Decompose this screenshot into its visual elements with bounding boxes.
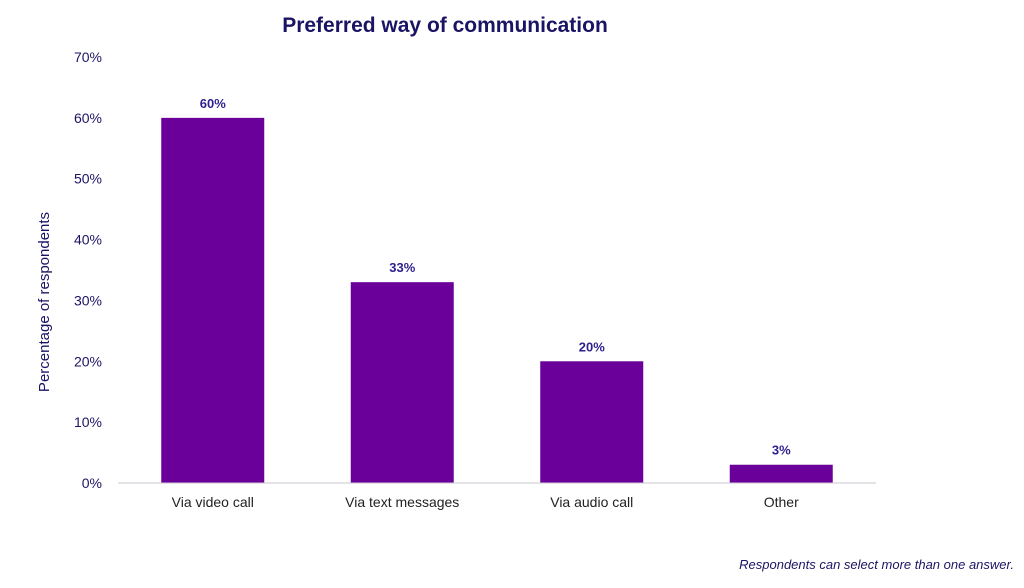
bar-value-label: 33% xyxy=(389,260,415,275)
bars xyxy=(161,117,833,483)
data-labels: 60% 33% 20% 3% xyxy=(200,96,791,458)
x-tick-label: Via text messages xyxy=(345,494,459,510)
bar xyxy=(540,361,644,483)
y-tick-label: 70% xyxy=(74,49,102,65)
y-tick-label: 20% xyxy=(74,353,102,369)
y-tick-label: 10% xyxy=(74,414,102,430)
bar-value-label: 3% xyxy=(772,443,791,458)
y-tick-label: 40% xyxy=(74,232,102,248)
y-tick-label: 0% xyxy=(82,475,102,491)
y-axis: 0% 10% 20% 30% 40% 50% 60% 70% xyxy=(74,49,102,491)
bar-value-label: 60% xyxy=(200,96,226,111)
x-axis: Via video call Via text messages Via audio… xyxy=(172,494,799,510)
x-tick-label: Via video call xyxy=(172,494,254,510)
y-axis-title: Percentage of respondents xyxy=(36,212,53,392)
bar xyxy=(729,464,833,483)
y-tick-label: 30% xyxy=(74,292,102,308)
bar xyxy=(350,282,454,483)
chart-title: Preferred way of communication xyxy=(282,14,608,37)
footnote: Respondents can select more than one ans… xyxy=(739,557,1014,572)
y-tick-label: 60% xyxy=(74,110,102,126)
y-tick-label: 50% xyxy=(74,171,102,187)
bar-value-label: 20% xyxy=(579,339,605,354)
bar xyxy=(161,117,265,483)
x-tick-label: Other xyxy=(764,494,799,510)
x-tick-label: Via audio call xyxy=(550,494,633,510)
